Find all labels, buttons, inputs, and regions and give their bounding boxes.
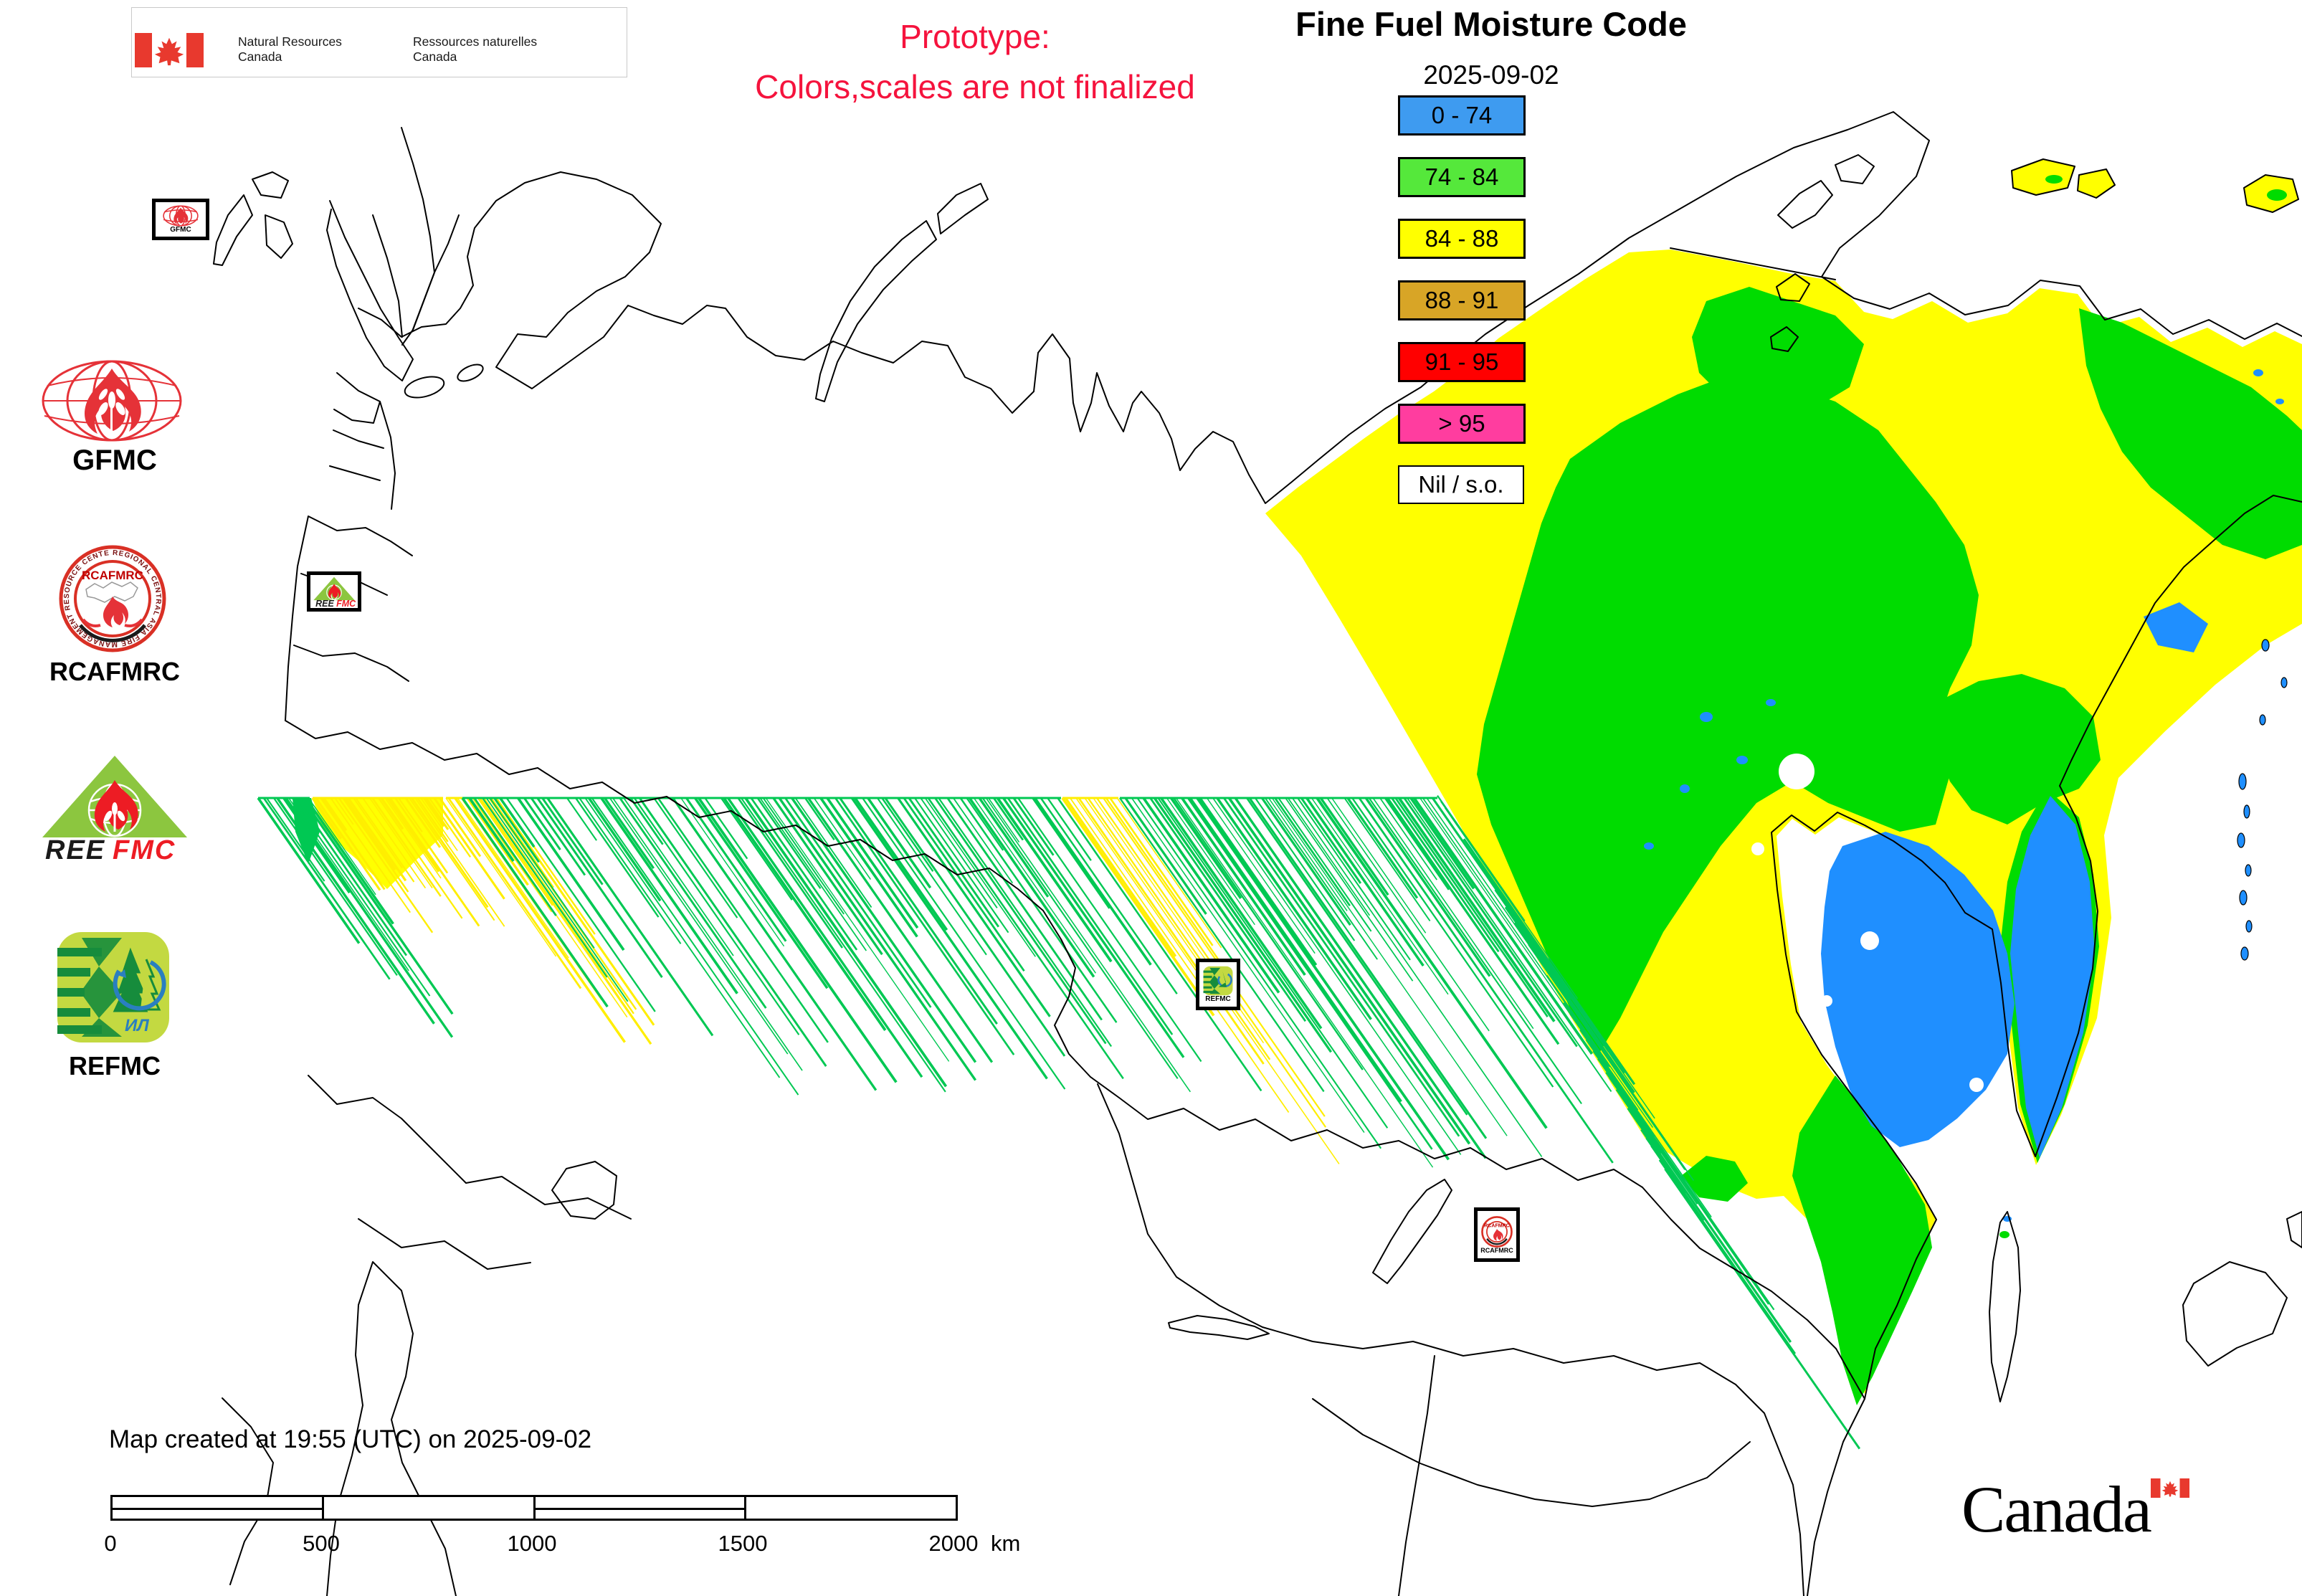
nrcan-text-fr: Ressources naturelles Canada <box>413 34 537 65</box>
legend-class-84-88: 84 - 88 <box>1398 219 1526 259</box>
svg-text:FMC: FMC <box>113 835 176 863</box>
reefmc-logo: REE FMC <box>42 756 187 863</box>
gfmc-marker-icon <box>163 205 199 227</box>
new-siberian-islands <box>2011 158 2116 199</box>
canada-flag-icon <box>135 33 204 67</box>
scale-segment <box>533 1497 745 1519</box>
svg-text:ИЛ: ИЛ <box>125 1016 149 1035</box>
nrcan-en-line2: Canada <box>238 49 282 64</box>
coastline-pacific <box>1771 495 2302 1596</box>
scale-tick-label: 2000 <box>928 1531 979 1556</box>
legend-class-0-74: 0 - 74 <box>1398 95 1526 136</box>
prototype-line1: Prototype: <box>900 18 1050 55</box>
legend: 0 - 74 74 - 84 84 - 88 88 - 91 91 - 95 > 95 Ni… <box>1398 95 1526 526</box>
rcafmrc-marker-label: RCAFMRC <box>1480 1246 1513 1254</box>
svg-text:FMC: FMC <box>336 599 356 607</box>
caucasus-lines <box>222 1397 274 1585</box>
reefmc-marker-icon: REE FMC <box>313 576 356 607</box>
sakhalin-island <box>1989 1211 2021 1402</box>
refmc-marker-icon <box>1203 966 1233 996</box>
coastline-north <box>358 111 2302 504</box>
svg-text:REE: REE <box>45 835 105 863</box>
refmc-map-marker: REFMC <box>1196 959 1240 1010</box>
lake-balkhash <box>1168 1315 1270 1340</box>
caspian-sea <box>326 1261 457 1596</box>
scale-tick-label: 1500 <box>718 1531 768 1556</box>
legend-class-Nil-s-o-: Nil / s.o. <box>1398 465 1524 504</box>
legend-class-88-91: 88 - 91 <box>1398 280 1526 320</box>
border-kazakhstan <box>285 720 1091 1078</box>
nrcan-text-en: Natural Resources Canada <box>238 34 342 65</box>
border-mongolia-south <box>1097 1083 1804 1596</box>
rcafmrc-logo: REGIONAL CENTRAL ASIA FIRE MANAGEMENT RE… <box>59 545 166 652</box>
canada-wordmark: Canada <box>1961 1471 2263 1557</box>
scale-segment <box>113 1497 322 1519</box>
border-mongolia-north <box>1090 1076 1643 1188</box>
reefmc-map-marker: REE FMC <box>307 571 361 612</box>
coastline-scandinavia <box>326 127 435 381</box>
svalbard-islands <box>213 171 293 266</box>
svg-text:RCAFMRC: RCAFMRC <box>1484 1223 1510 1228</box>
nrcan-fr-line1: Ressources naturelles <box>413 34 538 49</box>
border-finland <box>401 214 460 346</box>
canada-wordmark-text: Canada <box>1961 1473 2152 1546</box>
border-china-inner <box>1312 1355 1751 1596</box>
nrcan-en-line1: Natural Resources <box>238 34 342 49</box>
scale-tick-label: 1000 <box>507 1531 557 1556</box>
border-amur <box>1642 1187 1865 1400</box>
refmc-logo-label: REFMC <box>69 1051 161 1080</box>
gfmc-marker-label: GFMC <box>170 226 191 234</box>
scale-tick-label: 0 <box>104 1531 117 1556</box>
nrcan-signature-box <box>131 7 627 77</box>
lake-ladoga <box>404 376 445 399</box>
ffmc-blue-region <box>1644 369 2284 1222</box>
refmc-logo: ИЛ <box>57 932 169 1042</box>
rcafmrc-logo-label: RCAFMRC <box>49 657 180 686</box>
border-taymyr <box>1670 247 1836 280</box>
scale-bar <box>110 1495 958 1521</box>
legend-class--95: > 95 <box>1398 404 1526 444</box>
svg-text:RCAFMRC: RCAFMRC <box>82 569 143 582</box>
border-east-europe <box>285 516 413 721</box>
nrcan-fr-line2: Canada <box>413 49 457 64</box>
prototype-line2: Colors,scales are not finalized <box>755 68 1195 105</box>
border-central-asia <box>308 1075 632 1270</box>
gfmc-logo <box>42 360 182 442</box>
rcafmrc-marker-icon: RCAFMRC <box>1481 1215 1513 1248</box>
scale-segment <box>321 1497 533 1519</box>
ffmc-data-layer <box>257 159 2302 1450</box>
severnaya-zemlya <box>1770 154 1875 352</box>
render-streaks <box>257 794 1861 1450</box>
gfmc-map-marker: GFMC <box>152 199 209 240</box>
wrangel-island <box>2243 174 2299 213</box>
boundary-layer <box>213 111 2302 1596</box>
aral-sea <box>551 1161 617 1220</box>
svg-text:REE: REE <box>315 599 334 607</box>
page-title: Fine Fuel Moisture Code <box>1295 5 1687 43</box>
nil-holes <box>1751 754 2074 1131</box>
rcafmrc-map-marker: RCAFMRC RCAFMRC <box>1474 1207 1520 1262</box>
refmc-marker-label: REFMC <box>1205 995 1231 1003</box>
scale-tick-label: 500 <box>303 1531 340 1556</box>
lake-baikal <box>1372 1179 1452 1284</box>
novaya-zemlya <box>815 183 989 402</box>
legend-class-74-84: 74 - 84 <box>1398 157 1526 197</box>
scale-segment <box>744 1497 956 1519</box>
kuril-islands <box>2237 639 2288 961</box>
hokkaido-island <box>2182 1211 2302 1367</box>
legend-class-91-95: 91 - 95 <box>1398 342 1526 382</box>
lake-onega <box>457 364 484 382</box>
prototype-warning: Prototype: Colors,scales are not finaliz… <box>638 17 1312 106</box>
map-created-text: Map created at 19:55 (UTC) on 2025-09-02 <box>109 1425 592 1453</box>
gfmc-logo-label: GFMC <box>72 445 157 476</box>
scale-unit-label: km <box>991 1531 1021 1556</box>
canada-wordmark-flag-icon <box>2151 1478 2189 1498</box>
map-date: 2025-09-02 <box>1423 60 1559 90</box>
coast-baltic-states <box>329 372 396 510</box>
